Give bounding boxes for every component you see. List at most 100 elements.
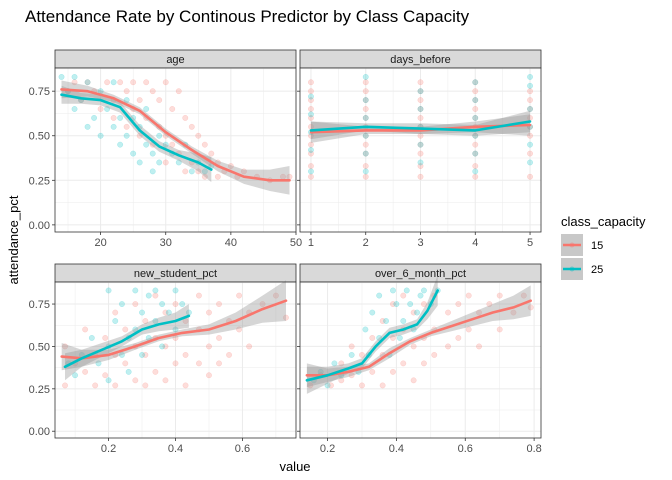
x-tick-label: 0.6 — [458, 443, 473, 455]
data-point — [359, 382, 365, 389]
x-axis-title: value — [279, 459, 310, 474]
data-point — [62, 382, 68, 389]
smooth-ribbon-15 — [61, 280, 287, 371]
data-point — [143, 141, 150, 148]
data-point — [472, 97, 479, 103]
data-point — [308, 79, 314, 86]
data-point — [142, 352, 149, 358]
data-point — [179, 301, 186, 307]
smooth-ribbon-15 — [306, 285, 531, 388]
data-point — [172, 301, 179, 307]
x-tick-label: 40 — [225, 237, 237, 249]
data-point — [362, 97, 369, 103]
data-point — [119, 352, 125, 358]
facet-strip-label: new_student_pct — [134, 268, 217, 280]
data-point — [162, 159, 169, 166]
x-tick-label: 0.2 — [320, 443, 335, 455]
smooth-ribbon-25 — [306, 275, 438, 394]
data-point — [390, 287, 396, 294]
data-point — [182, 382, 189, 389]
x-tick-label: 1 — [308, 237, 314, 249]
data-point — [390, 301, 396, 307]
data-point — [206, 309, 212, 316]
points-25 — [65, 287, 192, 384]
data-point — [417, 292, 424, 299]
data-point — [104, 79, 111, 86]
data-point — [226, 352, 232, 358]
data-point — [445, 343, 451, 350]
data-point — [110, 79, 117, 86]
data-point — [379, 382, 386, 389]
data-point — [92, 382, 99, 389]
facet-strip-label: days_before — [390, 54, 451, 66]
data-point — [417, 79, 424, 86]
data-point — [527, 74, 533, 80]
data-point — [376, 335, 383, 341]
data-point — [486, 301, 493, 307]
data-point — [369, 335, 376, 341]
data-point — [216, 360, 222, 367]
data-point — [145, 292, 152, 299]
data-point — [139, 352, 145, 358]
major-gridlines — [300, 68, 541, 232]
x-tick-label: 20 — [94, 237, 106, 249]
data-point — [472, 141, 479, 148]
data-point — [105, 377, 112, 384]
panel-background — [55, 68, 296, 232]
data-point — [123, 97, 130, 103]
data-point — [112, 309, 119, 316]
data-point — [162, 141, 169, 148]
data-point — [82, 368, 89, 375]
smooth-line-15 — [60, 88, 291, 182]
y-tick-label: 0.00 — [29, 220, 50, 232]
data-point — [393, 301, 400, 307]
data-point — [71, 74, 78, 80]
data-point — [201, 141, 208, 148]
major-gridlines — [55, 282, 296, 438]
data-point — [472, 173, 479, 180]
data-point — [455, 301, 462, 307]
data-point — [400, 318, 407, 324]
x-tick-label: 50 — [290, 237, 302, 249]
smooth-ribbon-25 — [311, 110, 530, 140]
data-point — [175, 159, 182, 166]
data-point — [362, 326, 369, 333]
data-point — [527, 106, 533, 112]
y-axis-title: attendance_pct — [6, 195, 21, 284]
data-point — [527, 141, 533, 148]
data-point — [476, 343, 482, 350]
points-15 — [62, 292, 289, 389]
data-point — [308, 141, 314, 148]
data-point — [348, 372, 355, 379]
data-point — [102, 372, 109, 379]
data-point — [527, 82, 533, 89]
data-point — [472, 106, 479, 112]
y-tick-label: 0.75 — [29, 86, 50, 98]
facet-strip-label: over_6_month_pct — [375, 268, 466, 280]
data-point — [328, 382, 334, 389]
data-point — [132, 301, 139, 307]
data-point — [362, 150, 369, 157]
data-point — [97, 132, 104, 139]
data-point — [527, 159, 533, 166]
facet-age: age 20 30 40 50 0.00 0.25 0.50 0.75 — [29, 49, 302, 249]
data-point — [196, 360, 202, 367]
data-point — [421, 287, 427, 294]
data-point — [348, 352, 355, 358]
data-point — [472, 163, 479, 169]
data-point — [152, 318, 159, 324]
data-point — [175, 88, 182, 95]
data-point — [117, 79, 124, 86]
data-point — [182, 168, 189, 175]
data-point — [214, 173, 221, 180]
data-point — [472, 150, 479, 157]
data-point — [259, 301, 266, 307]
smooth-line-25 — [305, 289, 440, 382]
data-point — [162, 79, 169, 86]
data-point — [417, 106, 424, 112]
data-point — [216, 301, 222, 307]
smooth-line-25 — [309, 120, 532, 132]
minor-gridlines — [55, 68, 296, 232]
